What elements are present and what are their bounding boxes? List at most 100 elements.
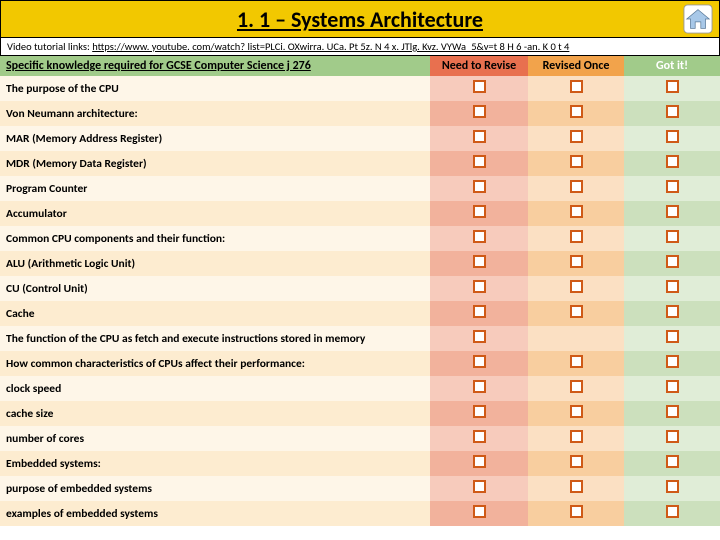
once-cell xyxy=(528,301,624,326)
need-cell xyxy=(430,76,528,101)
checkbox[interactable] xyxy=(570,405,583,418)
spec-cell: The purpose of the CPU xyxy=(0,76,430,101)
checkbox[interactable] xyxy=(666,180,679,193)
checkbox[interactable] xyxy=(570,130,583,143)
spec-cell: Common CPU components and their function… xyxy=(0,226,430,251)
col-once: Revised Once xyxy=(528,56,624,76)
spec-cell: purpose of embedded systems xyxy=(0,476,430,501)
once-cell xyxy=(528,501,624,526)
checkbox[interactable] xyxy=(473,430,486,443)
checkbox[interactable] xyxy=(473,255,486,268)
checkbox[interactable] xyxy=(666,405,679,418)
table-row: examples of embedded systems xyxy=(0,501,720,526)
page-title: 1. 1 – Systems Architecture xyxy=(237,6,483,33)
checkbox[interactable] xyxy=(473,305,486,318)
checkbox[interactable] xyxy=(473,380,486,393)
spec-cell: CU (Control Unit) xyxy=(0,276,430,301)
checkbox[interactable] xyxy=(473,330,486,343)
checkbox[interactable] xyxy=(570,355,583,368)
checkbox[interactable] xyxy=(473,105,486,118)
checkbox[interactable] xyxy=(570,105,583,118)
link-label: Video tutorial links: xyxy=(7,40,92,53)
need-cell xyxy=(430,501,528,526)
once-cell xyxy=(528,101,624,126)
checkbox[interactable] xyxy=(666,380,679,393)
need-cell xyxy=(430,226,528,251)
got-cell xyxy=(624,201,720,226)
checkbox[interactable] xyxy=(473,155,486,168)
got-cell xyxy=(624,151,720,176)
need-cell xyxy=(430,101,528,126)
checkbox[interactable] xyxy=(570,380,583,393)
table-row: clock speed xyxy=(0,376,720,401)
checkbox[interactable] xyxy=(570,80,583,93)
table-header-row: Specific knowledge required for GCSE Com… xyxy=(0,56,720,76)
once-cell xyxy=(528,76,624,101)
once-cell xyxy=(528,176,624,201)
spec-cell: ALU (Arithmetic Logic Unit) xyxy=(0,251,430,276)
checkbox[interactable] xyxy=(473,280,486,293)
spec-cell: Cache xyxy=(0,301,430,326)
table-row: MAR (Memory Address Register) xyxy=(0,126,720,151)
checkbox[interactable] xyxy=(570,305,583,318)
got-cell xyxy=(624,251,720,276)
spec-cell: number of cores xyxy=(0,426,430,451)
checkbox[interactable] xyxy=(666,255,679,268)
link-row: Video tutorial links: https://www. youtu… xyxy=(0,38,720,56)
once-cell xyxy=(528,401,624,426)
checkbox[interactable] xyxy=(473,205,486,218)
checkbox[interactable] xyxy=(570,505,583,518)
checkbox[interactable] xyxy=(473,355,486,368)
checkbox[interactable] xyxy=(473,180,486,193)
checkbox[interactable] xyxy=(666,330,679,343)
checkbox[interactable] xyxy=(666,455,679,468)
table-row: Cache xyxy=(0,301,720,326)
video-link[interactable]: https://www. youtube. com/watch? list=PL… xyxy=(92,40,569,53)
spec-cell: Von Neumann architecture: xyxy=(0,101,430,126)
got-cell xyxy=(624,476,720,501)
got-cell xyxy=(624,126,720,151)
checkbox[interactable] xyxy=(570,455,583,468)
spec-cell: The function of the CPU as fetch and exe… xyxy=(0,326,430,351)
once-cell xyxy=(528,351,624,376)
checkbox[interactable] xyxy=(666,480,679,493)
once-cell xyxy=(528,126,624,151)
checkbox[interactable] xyxy=(473,480,486,493)
checkbox[interactable] xyxy=(666,230,679,243)
checkbox[interactable] xyxy=(666,280,679,293)
checkbox[interactable] xyxy=(666,505,679,518)
spec-cell: Accumulator xyxy=(0,201,430,226)
checkbox[interactable] xyxy=(570,155,583,168)
checkbox[interactable] xyxy=(666,155,679,168)
need-cell xyxy=(430,251,528,276)
checkbox[interactable] xyxy=(473,505,486,518)
checkbox[interactable] xyxy=(666,355,679,368)
once-cell xyxy=(528,476,624,501)
checkbox[interactable] xyxy=(666,205,679,218)
col-need: Need to Revise xyxy=(430,56,528,76)
checkbox[interactable] xyxy=(666,105,679,118)
checkbox[interactable] xyxy=(570,480,583,493)
once-cell xyxy=(528,151,624,176)
table-row: Von Neumann architecture: xyxy=(0,101,720,126)
got-cell xyxy=(624,276,720,301)
checkbox[interactable] xyxy=(666,80,679,93)
checkbox[interactable] xyxy=(570,255,583,268)
checkbox[interactable] xyxy=(473,405,486,418)
table-row: Program Counter xyxy=(0,176,720,201)
checkbox[interactable] xyxy=(666,305,679,318)
checkbox[interactable] xyxy=(473,80,486,93)
checkbox[interactable] xyxy=(473,230,486,243)
checkbox[interactable] xyxy=(473,455,486,468)
checkbox[interactable] xyxy=(473,130,486,143)
checkbox[interactable] xyxy=(570,230,583,243)
table-row: ALU (Arithmetic Logic Unit) xyxy=(0,251,720,276)
checkbox[interactable] xyxy=(570,205,583,218)
checkbox[interactable] xyxy=(570,280,583,293)
checkbox[interactable] xyxy=(666,130,679,143)
checkbox[interactable] xyxy=(570,430,583,443)
checkbox[interactable] xyxy=(570,180,583,193)
once-cell xyxy=(528,451,624,476)
checkbox[interactable] xyxy=(666,430,679,443)
home-icon[interactable] xyxy=(683,4,713,34)
